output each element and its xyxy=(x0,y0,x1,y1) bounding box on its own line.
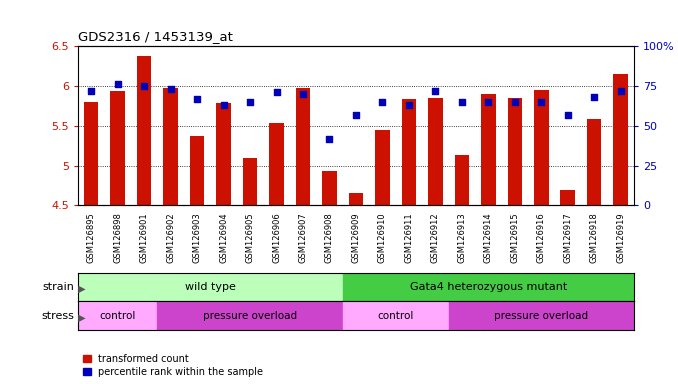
Point xyxy=(536,99,546,105)
Text: control: control xyxy=(378,311,414,321)
Point xyxy=(509,99,520,105)
Point xyxy=(165,86,176,92)
Bar xyxy=(296,88,311,205)
Point xyxy=(245,99,256,105)
Legend: transformed count, percentile rank within the sample: transformed count, percentile rank withi… xyxy=(83,354,263,377)
Point xyxy=(139,83,150,89)
Bar xyxy=(401,99,416,205)
Bar xyxy=(375,130,390,205)
Text: wild type: wild type xyxy=(185,282,236,292)
Point xyxy=(615,88,626,94)
Text: control: control xyxy=(100,311,136,321)
Bar xyxy=(534,90,549,205)
Point xyxy=(589,94,599,100)
Point xyxy=(351,111,361,118)
Bar xyxy=(243,158,258,205)
Text: ▶: ▶ xyxy=(75,284,85,294)
Point xyxy=(86,88,97,94)
Point xyxy=(324,136,335,142)
Bar xyxy=(587,119,601,205)
Point xyxy=(298,91,308,97)
Bar xyxy=(190,136,204,205)
Bar xyxy=(614,74,628,205)
Point xyxy=(430,88,441,94)
Bar xyxy=(216,103,231,205)
Bar xyxy=(348,194,363,205)
Bar xyxy=(111,91,125,205)
Point xyxy=(192,96,203,102)
Bar xyxy=(561,190,575,205)
Point xyxy=(456,99,467,105)
Point xyxy=(483,99,494,105)
Text: pressure overload: pressure overload xyxy=(203,311,297,321)
Point xyxy=(271,89,282,95)
Point xyxy=(113,81,123,88)
Bar xyxy=(428,98,443,205)
Point xyxy=(403,102,414,108)
Point xyxy=(218,102,229,108)
Text: pressure overload: pressure overload xyxy=(494,311,589,321)
Bar xyxy=(454,155,469,205)
Text: strain: strain xyxy=(43,282,75,292)
Bar xyxy=(269,123,284,205)
Bar xyxy=(322,171,337,205)
Text: ▶: ▶ xyxy=(75,313,85,323)
Text: Gata4 heterozygous mutant: Gata4 heterozygous mutant xyxy=(410,282,567,292)
Bar xyxy=(481,94,496,205)
Bar xyxy=(163,88,178,205)
Text: GDS2316 / 1453139_at: GDS2316 / 1453139_at xyxy=(78,30,233,43)
Bar xyxy=(84,102,98,205)
Text: stress: stress xyxy=(42,311,75,321)
Point xyxy=(377,99,388,105)
Point xyxy=(562,111,573,118)
Bar xyxy=(137,56,151,205)
Bar xyxy=(508,98,522,205)
